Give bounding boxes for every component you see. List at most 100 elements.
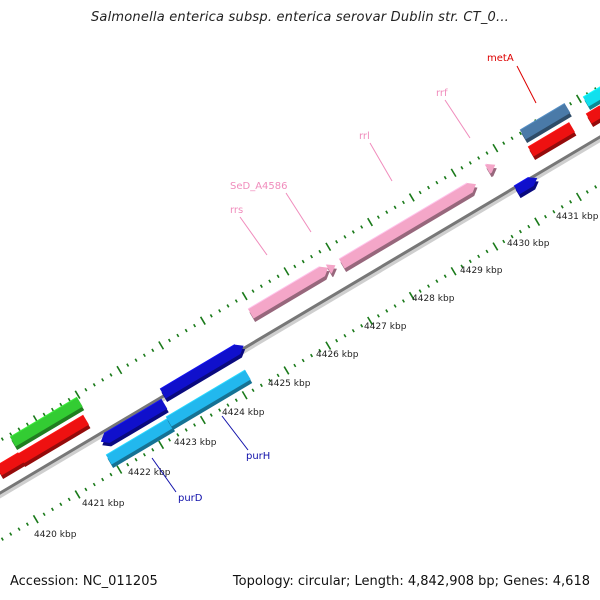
inner-tick <box>477 254 481 259</box>
gene-label-rrf[interactable]: rrf <box>436 88 471 139</box>
gene-purD <box>105 417 176 468</box>
gene-SeD_A4586-face <box>326 264 336 274</box>
gene-red-b-highlight <box>0 452 19 465</box>
kbp-label-4421: 4421 kbp <box>82 499 125 509</box>
outer-tick <box>301 259 305 264</box>
gene-label-rrl[interactable]: rrl <box>359 131 393 182</box>
inner-tick <box>335 338 339 343</box>
gene-purH-upper-highlight <box>159 344 236 390</box>
outer-tick <box>367 217 374 227</box>
inner-tick <box>67 497 71 502</box>
outer-tick <box>218 309 222 313</box>
gene-rrf-face <box>485 163 496 174</box>
inner-tick <box>42 512 46 517</box>
gene-purH-upper-face <box>160 344 244 399</box>
outer-tick <box>67 397 71 402</box>
inner-tick <box>325 341 332 350</box>
outer-tick <box>485 151 489 155</box>
gene-purH-face <box>166 370 251 427</box>
gene-red-edge <box>585 105 600 127</box>
gene-rrl-face <box>339 182 476 269</box>
outer-tick <box>101 378 105 382</box>
kbp-label-4420: 4420 kbp <box>34 530 77 540</box>
inner-tick <box>401 299 405 303</box>
inner-tick <box>427 284 431 288</box>
outer-tick <box>343 235 347 239</box>
inner-tick <box>351 328 355 333</box>
inner-tick <box>32 514 39 524</box>
outer-tick <box>50 407 54 412</box>
outer-tick <box>502 141 506 145</box>
gene-label-metA[interactable]: metA <box>487 53 537 104</box>
inner-tick <box>17 527 21 531</box>
inner-tick <box>418 289 422 293</box>
gene-green-a <box>9 396 85 450</box>
outer-tick <box>569 101 573 106</box>
inner-tick <box>50 507 54 512</box>
svg-text:rrf: rrf <box>436 88 448 99</box>
outer-tick <box>435 180 439 185</box>
gene-red-a <box>17 414 91 467</box>
gene-label-purH[interactable]: purH <box>221 415 270 462</box>
outer-tick <box>74 390 81 399</box>
gene-label-rrs[interactable]: rrs <box>230 205 268 256</box>
inner-tick <box>534 217 541 226</box>
inner-tick <box>276 373 280 378</box>
inner-tick <box>234 398 238 402</box>
inner-tick <box>142 452 146 457</box>
inner-tick <box>9 532 13 536</box>
gene-green-a-face <box>10 397 83 447</box>
inner-tick <box>116 465 123 474</box>
kbp-label-4424: 4424 kbp <box>222 408 265 418</box>
outer-tick <box>360 225 364 229</box>
gene-rrl <box>338 182 478 272</box>
inner-tick <box>502 239 506 244</box>
svg-text:metA: metA <box>487 53 514 64</box>
outer-tick <box>325 242 332 252</box>
gene-SeD_A4586-highlight <box>325 264 328 266</box>
gene-cyan-edge-highlight <box>582 86 600 98</box>
outer-tick <box>283 267 290 276</box>
outer-tick <box>450 168 457 178</box>
inner-tick <box>268 378 272 383</box>
gene-red-b-face <box>0 452 24 476</box>
gene-cyan-edge <box>582 86 600 110</box>
gene-blue-small-highlight <box>513 176 529 187</box>
gene-label-SeD_A4586[interactable]: SeD_A4586 <box>230 181 312 233</box>
inner-tick <box>283 366 290 375</box>
inner-tick <box>184 428 188 432</box>
gene-purD-upper <box>100 398 169 447</box>
kbp-label-group: 4420 kbp 4421 kbp 4422 kbp 4423 kbp 4424… <box>34 212 599 540</box>
svg-text:purD: purD <box>178 493 203 504</box>
inner-tick <box>560 205 564 209</box>
outer-tick <box>92 383 96 387</box>
inner-tick <box>460 264 464 269</box>
gene-label-purD[interactable]: purD <box>151 457 203 504</box>
inner-tick <box>301 358 305 363</box>
inner-tick <box>376 314 380 318</box>
inner-tick <box>443 274 447 279</box>
gene-purH <box>165 369 253 430</box>
gene-purD-highlight <box>105 417 169 456</box>
inner-tick <box>435 279 439 283</box>
kbp-label-4423: 4423 kbp <box>174 438 217 448</box>
gene-rrf-highlight <box>484 163 487 166</box>
outer-tick <box>335 240 339 244</box>
gene-purD-face <box>106 418 174 465</box>
inner-tick <box>544 214 548 219</box>
inner-tick <box>367 316 374 326</box>
inner-tick <box>450 266 457 276</box>
outer-tick <box>209 313 213 318</box>
inner-tick <box>167 438 171 442</box>
gene-metA-region-highlight <box>519 103 565 131</box>
inner-tick <box>218 408 222 412</box>
gene-rrl-highlight <box>338 182 468 260</box>
inner-tick <box>510 234 514 239</box>
outer-tick <box>268 279 272 284</box>
outer-tick <box>575 94 582 104</box>
gene-rrs-highlight <box>247 266 320 310</box>
inner-tick <box>393 304 397 308</box>
svg-text:rrl: rrl <box>359 131 370 142</box>
outer-tick <box>0 437 4 441</box>
gene-features <box>0 86 600 479</box>
